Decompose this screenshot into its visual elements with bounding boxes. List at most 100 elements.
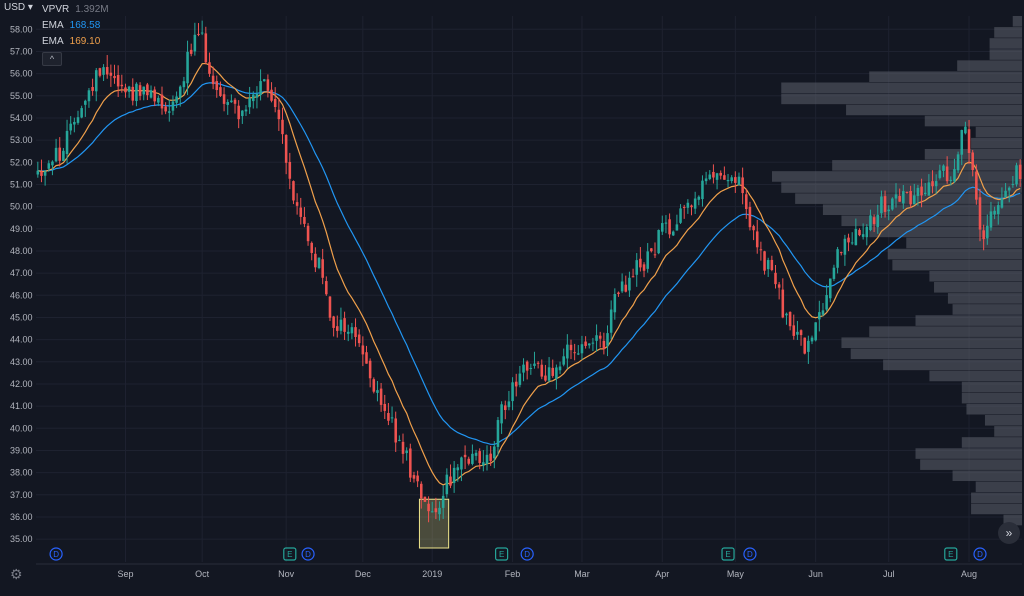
candle-body [993, 210, 996, 215]
volume-profile [772, 16, 1022, 526]
legend-row-vpvr[interactable]: VPVR 1.392M [42, 2, 109, 18]
candle-body [737, 176, 741, 185]
candle-body [547, 367, 551, 381]
candle-body [328, 296, 332, 318]
volume-profile-bar [957, 60, 1022, 71]
candle-body [996, 205, 1000, 215]
candle-body [259, 81, 262, 95]
candle-body [233, 99, 237, 104]
candle-body [354, 327, 357, 338]
candle-body [489, 453, 492, 461]
candle-body [803, 337, 806, 354]
volume-profile-bar [772, 171, 1022, 182]
candle-body [62, 150, 65, 161]
candle-body [105, 67, 109, 75]
legend-row-ema-fast[interactable]: EMA 169.10 [42, 34, 109, 50]
candle-body [975, 171, 978, 200]
earnings-marker [283, 547, 297, 561]
candle-body [1011, 184, 1015, 186]
candle-body [923, 192, 927, 195]
candle-body [241, 110, 244, 117]
candle-body [763, 251, 766, 271]
candle-body [931, 181, 934, 187]
candle-body [215, 81, 219, 91]
candle-body [383, 403, 387, 411]
volume-profile-bar [915, 448, 1022, 459]
y-tick-label: 43.00 [10, 357, 33, 367]
candle-body [438, 507, 441, 515]
candle-body [555, 367, 558, 379]
volume-profile-bar [934, 282, 1022, 293]
y-tick-label: 37.00 [10, 490, 33, 500]
candle-body [956, 154, 960, 171]
candle-body [175, 96, 178, 103]
candle-body [730, 177, 733, 182]
candle-body [686, 202, 690, 208]
candle-body [781, 289, 785, 318]
candle-body [80, 108, 83, 118]
currency-selector[interactable]: USD ▾ [4, 2, 33, 13]
candle-body [471, 453, 474, 464]
volume-profile-bar [971, 137, 1022, 149]
event-marker-label: D [524, 550, 530, 559]
candle-body [1018, 164, 1022, 179]
y-tick-label: 42.00 [10, 379, 33, 389]
y-tick-label: 52.00 [10, 157, 33, 167]
candle-body [65, 130, 69, 154]
candle-body [1015, 165, 1018, 185]
candle-body [788, 311, 792, 327]
candle-body [734, 177, 737, 183]
candle-body [482, 462, 485, 466]
legend-row-ema-slow[interactable]: EMA 168.58 [42, 18, 109, 34]
candle-body [394, 418, 397, 443]
candle-body [314, 253, 317, 268]
candle-body [982, 230, 985, 240]
legend-collapse-button[interactable]: ^ [42, 52, 62, 66]
candle-body [222, 94, 226, 104]
volume-profile-bar [920, 459, 1022, 470]
candle-body [76, 117, 80, 123]
y-tick-label: 46.00 [10, 290, 33, 300]
candle-body [770, 259, 774, 271]
candle-body [200, 32, 204, 34]
candle-body [562, 356, 565, 365]
candle-body [277, 109, 281, 120]
candle-body [876, 214, 880, 228]
candle-body [598, 335, 602, 339]
candle-body [58, 147, 62, 161]
candle-body [558, 366, 562, 371]
candle-body [909, 190, 912, 205]
candle-body [401, 441, 405, 454]
candle-body [463, 454, 467, 458]
candle-body [777, 284, 781, 288]
candle-body [124, 87, 127, 93]
event-marker-label: D [747, 550, 753, 559]
earnings-marker [495, 547, 509, 561]
candle-body [507, 401, 511, 408]
x-tick-label: Mar [574, 569, 590, 579]
candle-body [661, 223, 664, 232]
candle-body [807, 340, 810, 352]
candle-body [460, 457, 463, 470]
volume-profile-bar [961, 437, 1022, 448]
candle-body [986, 225, 989, 239]
candle-body [872, 217, 876, 225]
volume-profile-bar [906, 237, 1022, 249]
candle-body [226, 102, 230, 105]
ema-slow-path [37, 82, 1021, 446]
candle-body [474, 452, 478, 456]
candle-body [745, 194, 748, 210]
candle-body [628, 277, 631, 291]
candle-body [902, 191, 905, 204]
y-tick-label: 41.00 [10, 401, 33, 411]
gear-icon[interactable]: ⚙ [10, 566, 23, 582]
candle-body [514, 381, 518, 387]
candle-body [522, 364, 525, 373]
candle-body [766, 260, 770, 270]
volume-profile-bar [984, 415, 1022, 426]
scroll-to-realtime-button[interactable]: » [998, 522, 1020, 544]
candle-body [978, 197, 982, 230]
candle-body [675, 224, 679, 231]
